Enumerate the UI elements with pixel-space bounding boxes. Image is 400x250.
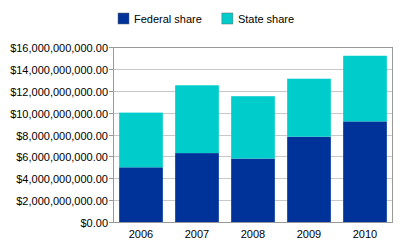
grid — [113, 48, 393, 223]
legend-swatch — [222, 13, 233, 24]
x-tick-label: 2006 — [129, 228, 153, 240]
bar — [231, 96, 275, 158]
legend-label: State share — [238, 13, 294, 25]
x-tick-label: 2008 — [241, 228, 265, 240]
plot-background — [113, 47, 393, 222]
tick-mark — [109, 113, 113, 114]
bar — [343, 56, 387, 122]
tick-mark — [109, 178, 113, 179]
x-tick-label: 2009 — [297, 228, 321, 240]
plot-frame — [114, 48, 393, 223]
legend: Federal share State share — [118, 13, 294, 25]
bar — [287, 79, 331, 137]
bars — [119, 56, 387, 222]
tick-mark — [109, 200, 113, 201]
y-tick-label: $0.00 — [80, 217, 108, 229]
y-tick-label: $10,000,000,000.00 — [10, 108, 108, 120]
bar — [175, 85, 219, 153]
x-tick-label: 2010 — [353, 228, 377, 240]
tick-mark — [109, 47, 113, 48]
tick-mark — [109, 91, 113, 92]
bar — [175, 153, 219, 222]
bar — [287, 137, 331, 222]
y-tick-label: $2,000,000,000.00 — [16, 195, 108, 207]
legend-swatch — [118, 13, 129, 24]
y-tick-label: $4,000,000,000.00 — [16, 173, 108, 185]
y-tick-label: $16,000,000,000.00 — [10, 42, 108, 54]
tick-mark — [109, 222, 113, 223]
y-tick-label: $8,000,000,000.00 — [16, 130, 108, 142]
chart-svg: $0.00 $2,000,000,000.00 $4,000,000,000.00 $… — [0, 0, 400, 250]
tick-mark — [109, 69, 113, 70]
y-tick-label: $14,000,000,000.00 — [10, 64, 108, 76]
bar — [231, 159, 275, 222]
bar — [119, 113, 163, 168]
chart-container: $0.00 $2,000,000,000.00 $4,000,000,000.00 $… — [0, 0, 400, 250]
y-tick-label: $12,000,000,000.00 — [10, 86, 108, 98]
x-tick-label: 2007 — [185, 228, 209, 240]
bar — [119, 167, 163, 222]
y-tick-label: $6,000,000,000.00 — [16, 151, 108, 163]
tick-mark — [109, 135, 113, 136]
bar — [343, 121, 387, 222]
tick-mark — [109, 156, 113, 157]
legend-label: Federal share — [134, 13, 202, 25]
